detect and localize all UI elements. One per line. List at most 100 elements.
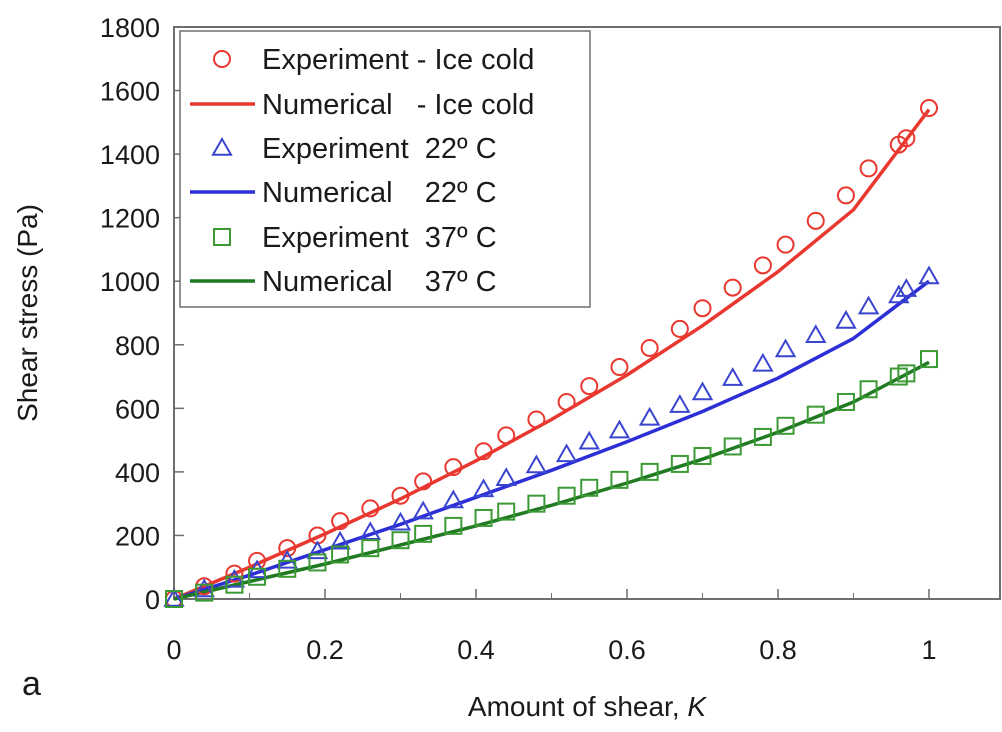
data-point-experiment-22-c — [669, 394, 691, 413]
data-point-experiment-37-c — [225, 575, 244, 594]
data-point-experiment-22-c — [774, 338, 797, 358]
x-axis-title-symbol: K — [687, 691, 707, 722]
y-tick-label: 1000 — [100, 267, 160, 297]
data-point-experiment-22-c — [638, 406, 661, 426]
legend-sample — [213, 228, 231, 246]
data-point-experiment-22-c — [525, 454, 548, 474]
data-point-experiment-37-c — [444, 516, 463, 535]
x-tick-label: 0.6 — [608, 635, 646, 665]
data-point-experiment-ice-cold — [693, 299, 712, 318]
data-point-experiment-22-c — [163, 587, 185, 607]
y-tick-label: 400 — [115, 458, 160, 488]
data-point-experiment-22-c — [888, 284, 910, 304]
data-point-experiment-37-c — [474, 508, 493, 527]
x-tick-label: 1 — [921, 635, 936, 665]
data-point-experiment-ice-cold — [897, 129, 916, 148]
data-point-experiment-37-c — [920, 350, 938, 369]
legend-label: Numerical 37º C — [262, 266, 497, 298]
series-line-numerical-37-c — [173, 360, 930, 601]
data-point-experiment-ice-cold — [670, 319, 689, 338]
x-tick-label: 0 — [166, 635, 181, 665]
legend-label: Experiment 22º C — [262, 133, 497, 165]
data-point-experiment-ice-cold — [920, 99, 938, 118]
data-point-experiment-22-c — [389, 511, 412, 531]
data-point-experiment-ice-cold — [776, 235, 795, 254]
data-point-experiment-37-c — [557, 486, 576, 505]
x-tick-label: 0.4 — [457, 635, 495, 665]
data-point-experiment-37-c — [308, 553, 327, 572]
data-point-experiment-22-c — [306, 540, 329, 560]
y-tick-label: 600 — [115, 394, 160, 424]
data-point-experiment-37-c — [806, 405, 825, 424]
data-point-experiment-37-c — [248, 567, 267, 586]
data-point-experiment-37-c — [693, 447, 712, 465]
data-point-experiment-22-c — [895, 278, 918, 297]
y-tick-label: 1200 — [100, 204, 160, 234]
y-tick-label: 1400 — [100, 140, 160, 170]
series-line-numerical-ice-cold — [173, 108, 931, 601]
data-point-experiment-37-c — [497, 502, 516, 521]
data-point-experiment-ice-cold — [580, 377, 599, 396]
data-point-experiment-22-c — [918, 265, 940, 285]
data-point-experiment-22-c — [835, 309, 857, 329]
panel-label: a — [22, 665, 41, 703]
data-point-experiment-37-c — [414, 524, 433, 543]
legend-items: Experiment - Ice cold Numerical - Ice col… — [190, 44, 534, 298]
data-point-experiment-ice-cold — [527, 410, 546, 429]
legend-marker-sample — [213, 50, 231, 68]
x-axis-title-text: Amount of shear, — [468, 691, 687, 722]
axes-layer: 0 200 400 600 800 1000 1200 1400 1600 1800 0 0.2 0.4… — [100, 13, 937, 665]
data-point-experiment-37-c — [278, 559, 297, 578]
data-point-experiment-37-c — [670, 454, 689, 473]
data-point-experiment-ice-cold — [557, 392, 576, 411]
legend-label: Numerical - Ice cold — [262, 89, 534, 121]
legend-marker-sample — [211, 136, 233, 156]
data-point-experiment-37-c — [361, 539, 380, 558]
plot-frame — [173, 26, 1001, 600]
data-point-experiment-37-c — [836, 392, 855, 411]
data-point-experiment-22-c — [691, 381, 714, 401]
data-point-experiment-22-c — [442, 489, 465, 509]
data-point-experiment-37-c — [331, 545, 350, 564]
data-point-experiment-22-c — [555, 443, 578, 463]
y-tick-label: 1600 — [100, 77, 160, 107]
data-point-experiment-22-c — [495, 467, 517, 486]
data-point-experiment-ice-cold — [361, 499, 380, 518]
data-point-experiment-37-c — [391, 531, 410, 550]
data-point-experiment-ice-cold — [723, 278, 742, 297]
data-point-experiment-22-c — [472, 478, 495, 498]
data-point-experiment-ice-cold — [497, 426, 516, 445]
data-point-experiment-37-c — [195, 583, 214, 602]
legend-box — [179, 30, 591, 308]
data-point-experiment-37-c — [527, 494, 546, 513]
data-point-experiment-ice-cold — [331, 512, 350, 531]
legend: Experiment - Ice cold Numerical - Ice col… — [179, 30, 591, 308]
data-point-experiment-22-c — [223, 568, 246, 588]
legend-sample — [213, 50, 231, 68]
legend-label: Numerical 22º C — [262, 177, 497, 209]
data-point-experiment-22-c — [578, 430, 600, 450]
y-axis-title: Shear stress (Pa) — [12, 204, 43, 422]
data-point-experiment-37-c — [897, 364, 916, 383]
data-point-experiment-22-c — [721, 367, 744, 386]
data-point-experiment-37-c — [723, 437, 742, 456]
data-point-experiment-37-c — [165, 590, 183, 608]
data-point-experiment-37-c — [580, 478, 599, 497]
y-tick-label: 800 — [115, 331, 160, 361]
legend-sample — [211, 136, 233, 156]
data-point-experiment-ice-cold — [640, 338, 659, 357]
data-point-experiment-22-c — [193, 578, 215, 598]
legend-label: Experiment - Ice cold — [262, 44, 534, 76]
y-tick-label: 1800 — [100, 13, 160, 43]
data-point-experiment-ice-cold — [859, 159, 878, 178]
x-axis-title: Amount of shear, K — [468, 691, 707, 722]
data-point-experiment-37-c — [640, 462, 659, 481]
data-point-experiment-ice-cold — [806, 211, 825, 230]
data-point-experiment-37-c — [610, 470, 629, 489]
data-point-experiment-ice-cold — [836, 186, 855, 205]
data-point-experiment-22-c — [608, 419, 631, 439]
data-point-experiment-ice-cold — [414, 472, 433, 491]
data-point-experiment-37-c — [859, 380, 878, 399]
